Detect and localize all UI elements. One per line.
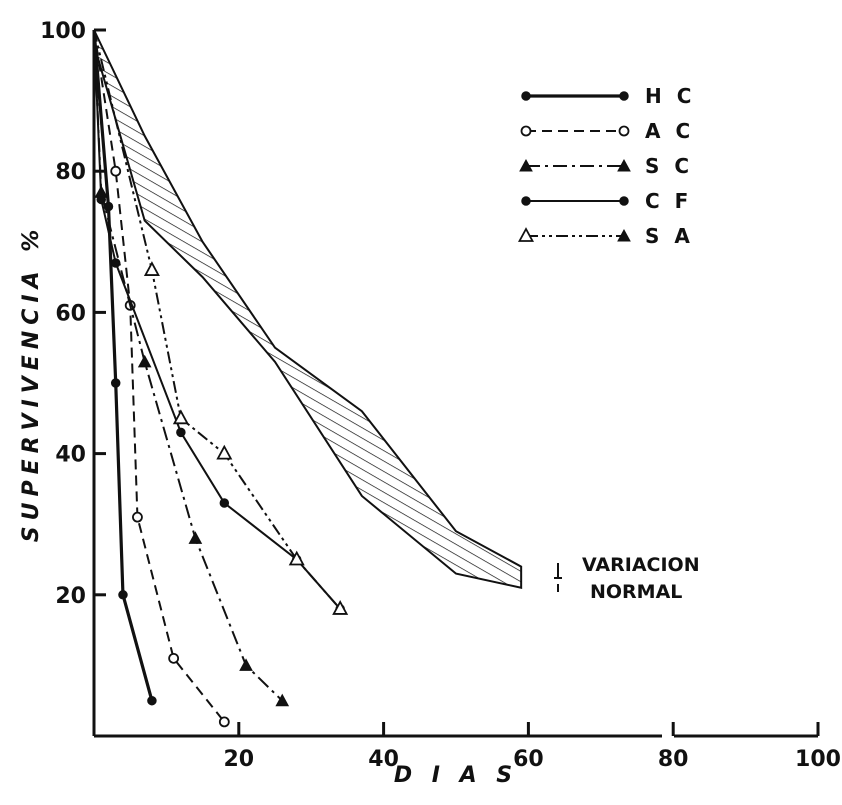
x-ticks: 20 40 60 80 100 bbox=[223, 722, 841, 772]
marker-filled-circle bbox=[219, 498, 230, 508]
marker-open-triangle bbox=[143, 261, 160, 276]
x-tick-label: 60 bbox=[513, 747, 544, 772]
y-tick-label: 80 bbox=[55, 160, 86, 185]
x-tick-label: 100 bbox=[795, 747, 841, 772]
y-tick-label: 100 bbox=[40, 19, 86, 44]
series-hc bbox=[92, 29, 157, 706]
normal-variation-annotation: VARIACION NORMAL bbox=[554, 554, 700, 603]
axes bbox=[92, 30, 818, 738]
marker-filled-triangle bbox=[519, 158, 533, 172]
marker-open-circle bbox=[110, 165, 122, 177]
marker-filled-circle bbox=[147, 695, 157, 706]
legend-label: C F bbox=[645, 189, 692, 213]
marker-filled-circle bbox=[176, 427, 186, 438]
marker-filled-circle bbox=[619, 196, 629, 206]
marker-filled-triangle bbox=[137, 354, 152, 368]
normal-variation-area bbox=[93, 29, 523, 589]
marker-filled-circle bbox=[521, 196, 531, 206]
legend-item: S A bbox=[517, 224, 694, 248]
marker-open-circle bbox=[132, 511, 143, 523]
x-tick-label: 20 bbox=[223, 747, 254, 772]
normal-variation-label-line2: NORMAL bbox=[590, 581, 682, 603]
series-sa bbox=[93, 29, 349, 615]
marker-open-circle bbox=[218, 716, 230, 728]
x-tick-label: 80 bbox=[658, 747, 689, 772]
marker-filled-triangle bbox=[239, 658, 253, 671]
legend-label: H C bbox=[645, 84, 695, 108]
x-axis-title: D I A S bbox=[394, 763, 518, 788]
y-ticks: 20 40 60 80 100 bbox=[40, 19, 106, 609]
y-tick-label: 60 bbox=[55, 301, 86, 326]
marker-open-circle bbox=[520, 125, 532, 137]
marker-filled-triangle bbox=[617, 228, 631, 242]
marker-filled-circle bbox=[619, 91, 629, 101]
legend-item: A C bbox=[520, 119, 694, 143]
marker-filled-circle bbox=[110, 258, 121, 268]
marker-open-triangle bbox=[216, 444, 233, 460]
marker-open-circle bbox=[168, 652, 180, 664]
series-ac bbox=[93, 29, 230, 728]
series-line bbox=[93, 29, 341, 610]
normal-variation-band bbox=[93, 29, 523, 589]
series-line bbox=[93, 29, 226, 723]
marker-filled-circle bbox=[118, 590, 128, 600]
legend-item: H C bbox=[521, 84, 695, 108]
marker-filled-circle bbox=[110, 378, 121, 388]
marker-filled-triangle bbox=[275, 693, 290, 707]
marker-open-circle bbox=[618, 125, 630, 137]
marker-filled-circle bbox=[103, 201, 114, 212]
x-tick-label: 40 bbox=[368, 747, 399, 772]
legend-label: A C bbox=[645, 119, 694, 143]
marker-open-triangle bbox=[288, 550, 305, 566]
marker-filled-circle bbox=[96, 194, 106, 205]
series-group bbox=[92, 29, 349, 728]
y-tick-label: 40 bbox=[55, 443, 86, 468]
legend-label: S C bbox=[645, 154, 693, 178]
marker-open-triangle bbox=[517, 227, 535, 242]
normal-variation-label-line1: VARIACION bbox=[582, 554, 700, 576]
marker-open-triangle bbox=[172, 409, 189, 425]
marker-filled-triangle bbox=[617, 158, 631, 172]
legend-item: S C bbox=[519, 154, 693, 178]
y-axis-title: SUPERVIVENCIA % bbox=[19, 224, 44, 543]
marker-filled-triangle bbox=[188, 531, 203, 544]
marker-open-triangle bbox=[332, 600, 349, 615]
legend: H C A C S C C F S A bbox=[517, 84, 695, 248]
legend-item: C F bbox=[521, 189, 692, 213]
marker-filled-circle bbox=[521, 91, 531, 101]
y-tick-label: 20 bbox=[55, 584, 86, 609]
legend-label: S A bbox=[645, 224, 694, 248]
